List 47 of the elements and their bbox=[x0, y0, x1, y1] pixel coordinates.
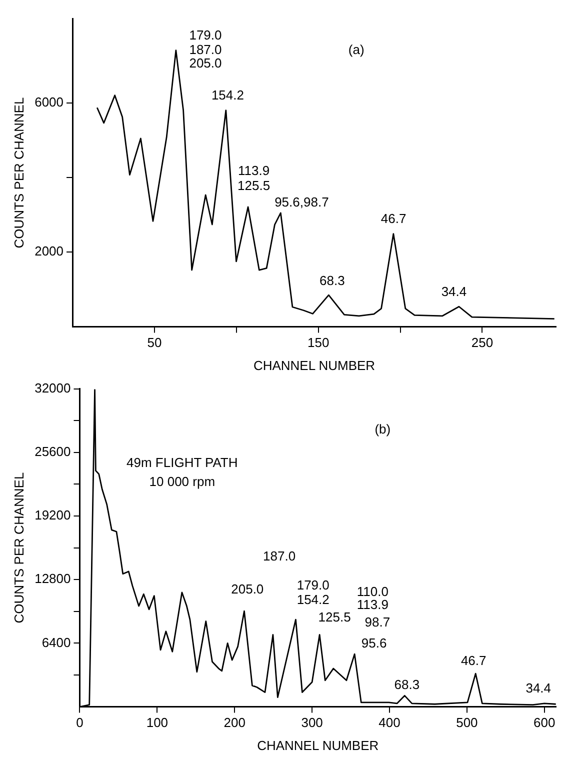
annotation: 179.0 bbox=[296, 578, 330, 593]
annotation: 34.4 bbox=[441, 284, 467, 299]
x-tick-label: 100 bbox=[146, 715, 168, 730]
annotation: 46.7 bbox=[380, 211, 406, 226]
x-tick-label: 150 bbox=[308, 335, 330, 350]
y-tick-label: 6400 bbox=[42, 634, 71, 650]
annotation: 205.0 bbox=[231, 581, 264, 596]
annotation: 113.9 bbox=[356, 596, 388, 612]
annotation: 46.7 bbox=[460, 653, 486, 668]
annotation: 113.9 bbox=[238, 163, 270, 178]
annotation: 49m FLIGHT PATH bbox=[126, 454, 238, 470]
x-axis-title: CHANNEL NUMBER bbox=[253, 358, 376, 373]
y-axis-title: COUNTS PER CHANNEL bbox=[11, 97, 26, 248]
x-tick-label: 0 bbox=[76, 715, 84, 730]
x-tick-label: 50 bbox=[147, 335, 162, 350]
annotation: (a) bbox=[348, 42, 364, 57]
y-tick-label: 12800 bbox=[34, 571, 71, 586]
annotation: 95.6,98.7 bbox=[274, 194, 329, 210]
x-tick-label: 200 bbox=[224, 715, 246, 730]
annotation: 187.0 bbox=[263, 548, 296, 564]
x-tick-label: 600 bbox=[534, 715, 556, 730]
x-tick-label: 300 bbox=[301, 715, 323, 730]
annotation: 125.5 bbox=[318, 609, 351, 624]
x-axis-title: CHANNEL NUMBER bbox=[257, 738, 379, 753]
annotation: 154.2 bbox=[211, 88, 244, 103]
annotation: 68.3 bbox=[319, 272, 345, 288]
annotation: 95.6 bbox=[361, 635, 387, 650]
y-tick-label: 32000 bbox=[34, 380, 71, 396]
annotation: 125.5 bbox=[238, 178, 270, 193]
x-tick-label: 500 bbox=[456, 715, 478, 730]
annotation: 68.3 bbox=[394, 677, 420, 692]
annotation: 110.0 bbox=[356, 584, 388, 599]
annotation: 10 000 rpm bbox=[149, 474, 216, 490]
y-tick-label: 19200 bbox=[34, 508, 71, 523]
annotation: 34.4 bbox=[526, 680, 552, 696]
y-tick-label: 6000 bbox=[34, 94, 64, 110]
annotation: (b) bbox=[374, 422, 391, 437]
y-tick-label: 2000 bbox=[34, 244, 64, 259]
annotation: 179.0 bbox=[189, 27, 222, 42]
x-tick-label: 250 bbox=[471, 335, 494, 350]
annotation: 205.0 bbox=[189, 55, 222, 70]
y-axis-title: COUNTS PER CHANNEL bbox=[11, 472, 26, 624]
annotation: 98.7 bbox=[364, 614, 390, 630]
y-tick-label: 25600 bbox=[34, 444, 71, 459]
annotation: 187.0 bbox=[189, 42, 222, 57]
annotation: 154.2 bbox=[296, 592, 330, 607]
x-tick-label: 400 bbox=[378, 715, 400, 730]
